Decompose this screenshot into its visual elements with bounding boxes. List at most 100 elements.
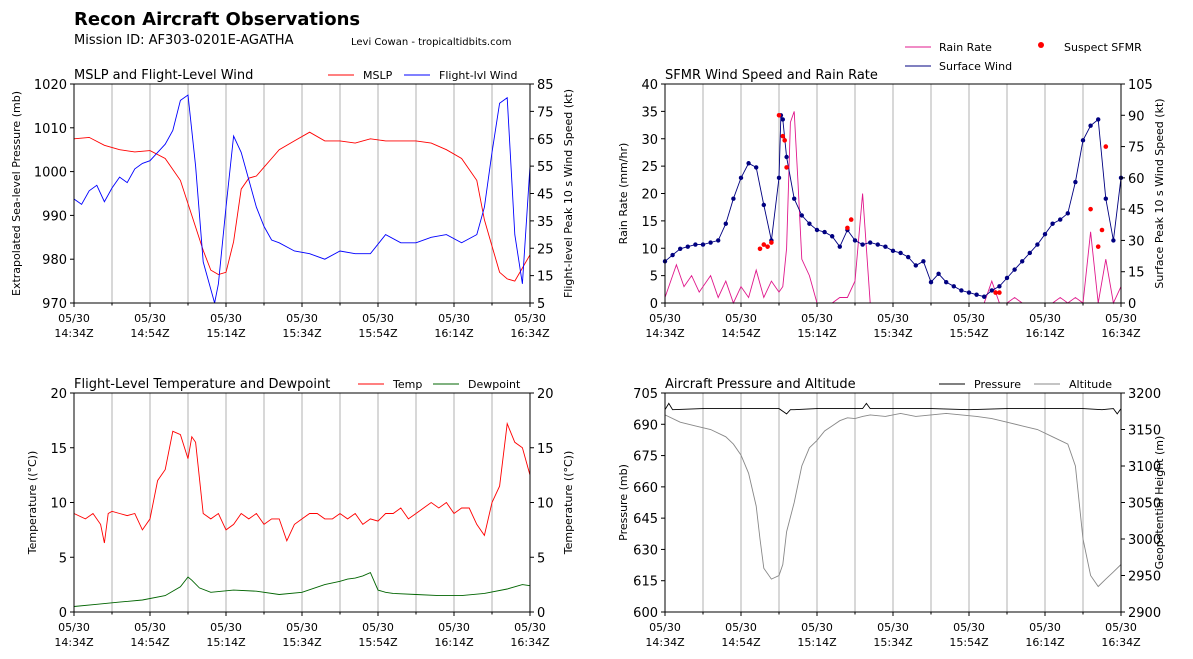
x-tick-label: 14:54Z <box>130 327 170 340</box>
suspect-point <box>761 242 767 247</box>
y-tick-label: 5 <box>59 551 67 566</box>
y-right-axis-label: Surface Peak 10 s Wind Speed (kt) <box>1153 98 1166 288</box>
y-right-tick-label: 75 <box>537 105 554 120</box>
x-tick-label: 16:14Z <box>1025 327 1065 340</box>
surface-wind-point <box>1004 275 1010 281</box>
panel-title: MSLP and Flight-Level Wind <box>74 68 253 83</box>
suspect-point <box>1103 144 1109 149</box>
surface-wind-point <box>723 221 728 226</box>
surface-wind-point <box>822 229 827 235</box>
surface-wind-point <box>974 292 979 297</box>
series-line-altitude <box>664 412 1122 588</box>
suspect-point <box>1095 244 1101 249</box>
legend-label: Dewpoint <box>468 378 521 391</box>
panel-2: 05/30 14:34Z 05/30 14:54Z 05/30 15:14Z 05/30 15… <box>26 377 575 649</box>
y-right-tick-label: 0 <box>1128 297 1136 312</box>
y-tick-label: 970 <box>42 297 67 312</box>
surface-wind-point <box>951 284 956 289</box>
x-tick-label: 05/30 <box>1105 621 1137 634</box>
y-right-tick-label: 105 <box>1128 78 1153 93</box>
y-tick-label: 600 <box>633 606 658 621</box>
legend-label: Temp <box>392 378 422 391</box>
y-right-tick-label: 35 <box>537 215 554 230</box>
surface-wind-point <box>830 234 835 239</box>
surface-wind-point <box>678 246 683 251</box>
surface-wind-point <box>875 242 880 247</box>
y-tick-label: 0 <box>650 297 658 312</box>
x-tick-label: 05/30 <box>877 621 909 634</box>
series-line-mslp <box>73 131 531 282</box>
y-right-tick-label: 75 <box>1128 141 1145 156</box>
x-tick-label: 05/30 <box>362 621 394 634</box>
surface-wind-point <box>761 202 766 208</box>
series-line-temp <box>73 421 531 544</box>
x-tick-label: 15:34Z <box>282 327 322 340</box>
y-right-tick-label: 20 <box>537 387 554 402</box>
y-right-tick-label: 3100 <box>1128 460 1161 475</box>
y-right-tick-label: 3000 <box>1128 533 1161 548</box>
x-tick-label: 16:34Z <box>510 636 550 649</box>
x-tick-label: 15:14Z <box>797 327 837 340</box>
surface-wind-point <box>693 242 698 247</box>
y-tick-label: 1000 <box>34 166 67 181</box>
panel-1: 05/30 14:34Z 05/30 14:54Z 05/30 15:14Z 05/30 15… <box>617 41 1166 340</box>
surface-wind-point <box>989 288 994 293</box>
credit: Levi Cowan - tropicaltidbits.com <box>351 37 511 48</box>
y-axis-label: Extrapolated Sea-level Pressure (mb) <box>10 91 23 296</box>
y-right-tick-label: 45 <box>1128 203 1145 218</box>
x-tick-label: 15:34Z <box>873 636 913 649</box>
surface-wind-point <box>890 248 896 254</box>
x-tick-label: 15:54Z <box>358 636 398 649</box>
x-tick-label: 15:54Z <box>949 327 989 340</box>
legend-label: Suspect SFMR <box>1064 41 1142 54</box>
surface-wind-point <box>807 221 812 226</box>
x-tick-label: 05/30 <box>953 312 985 325</box>
surface-wind-point <box>944 279 949 285</box>
surface-wind-point <box>860 242 865 247</box>
y-tick-label: 675 <box>633 450 658 465</box>
surface-wind-point <box>1111 238 1116 243</box>
x-tick-label: 05/30 <box>877 312 909 325</box>
y-tick-label: 0 <box>59 606 67 621</box>
x-tick-label: 05/30 <box>725 621 757 634</box>
panel-0: 05/30 14:34Z 05/30 14:54Z 05/30 15:14Z 05/30 15… <box>10 68 575 340</box>
surface-wind-point <box>982 294 987 299</box>
suspect-point <box>1088 206 1093 212</box>
surface-wind-point <box>1065 211 1071 216</box>
y-tick-label: 35 <box>641 105 658 120</box>
x-tick-label: 05/30 <box>514 621 546 634</box>
panel-3: 05/30 14:34Z 05/30 14:54Z 05/30 15:14Z 05/30 15… <box>617 377 1166 649</box>
y-tick-label: 25 <box>641 160 658 175</box>
y-tick-label: 645 <box>633 512 658 527</box>
x-tick-label: 05/30 <box>58 621 90 634</box>
y-tick-label: 1020 <box>34 78 67 93</box>
x-tick-label: 05/30 <box>1029 312 1061 325</box>
suspect-point <box>757 246 763 252</box>
suspect-point <box>845 225 850 231</box>
legend-label: Rain Rate <box>939 41 992 54</box>
y-right-axis-label: Geopotential Height (m) <box>1153 436 1166 570</box>
y-right-tick-label: 25 <box>537 242 554 257</box>
x-tick-label: 05/30 <box>649 621 681 634</box>
x-tick-label: 05/30 <box>362 312 394 325</box>
suspect-point <box>997 290 1002 295</box>
surface-wind-point <box>792 196 797 201</box>
x-tick-label: 05/30 <box>286 312 318 325</box>
x-tick-label: 16:34Z <box>1101 327 1141 340</box>
y-right-tick-label: 15 <box>537 442 554 457</box>
x-tick-label: 05/30 <box>134 312 166 325</box>
suspect-point <box>776 112 782 118</box>
panel-title: Aircraft Pressure and Altitude <box>665 377 856 392</box>
surface-wind-point <box>1035 242 1040 247</box>
surface-wind-point <box>837 244 842 249</box>
surface-wind-point <box>1020 259 1025 264</box>
suspect-point <box>1099 227 1105 233</box>
y-tick-label: 980 <box>42 253 67 268</box>
surface-wind-point <box>1088 123 1093 128</box>
surface-wind-point <box>670 252 675 258</box>
x-tick-label: 15:14Z <box>797 636 837 649</box>
y-tick-label: 10 <box>641 242 658 257</box>
y-tick-label: 615 <box>633 575 658 590</box>
y-right-tick-label: 30 <box>1128 234 1145 249</box>
y-tick-label: 1010 <box>34 122 67 137</box>
